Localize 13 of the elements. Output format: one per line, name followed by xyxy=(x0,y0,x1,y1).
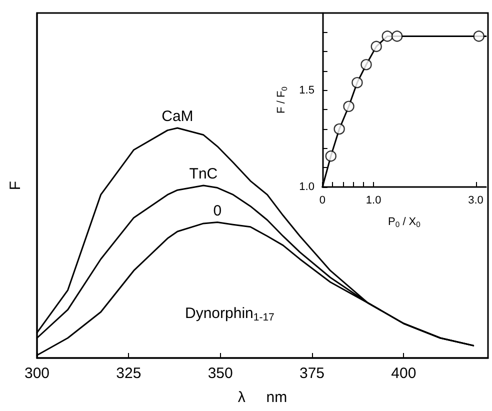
x-tick-label: 0 xyxy=(319,194,326,206)
y-tick-label: 1.5 xyxy=(299,84,314,96)
x-tick-label: 325 xyxy=(116,365,142,382)
x-tick-label: 3.0 xyxy=(468,194,484,206)
x-tick-label: 400 xyxy=(391,365,416,382)
y-axis-title: F xyxy=(7,180,24,190)
x-tick-label: 350 xyxy=(208,365,233,382)
x-tick-label: 300 xyxy=(24,365,50,382)
series-label: TnC xyxy=(189,166,218,182)
series-label: CaM xyxy=(162,108,194,125)
x-axis-title: λ nm xyxy=(238,389,288,406)
x-tick-label: 375 xyxy=(299,365,325,382)
x-tick-label: 1.0 xyxy=(366,194,382,206)
